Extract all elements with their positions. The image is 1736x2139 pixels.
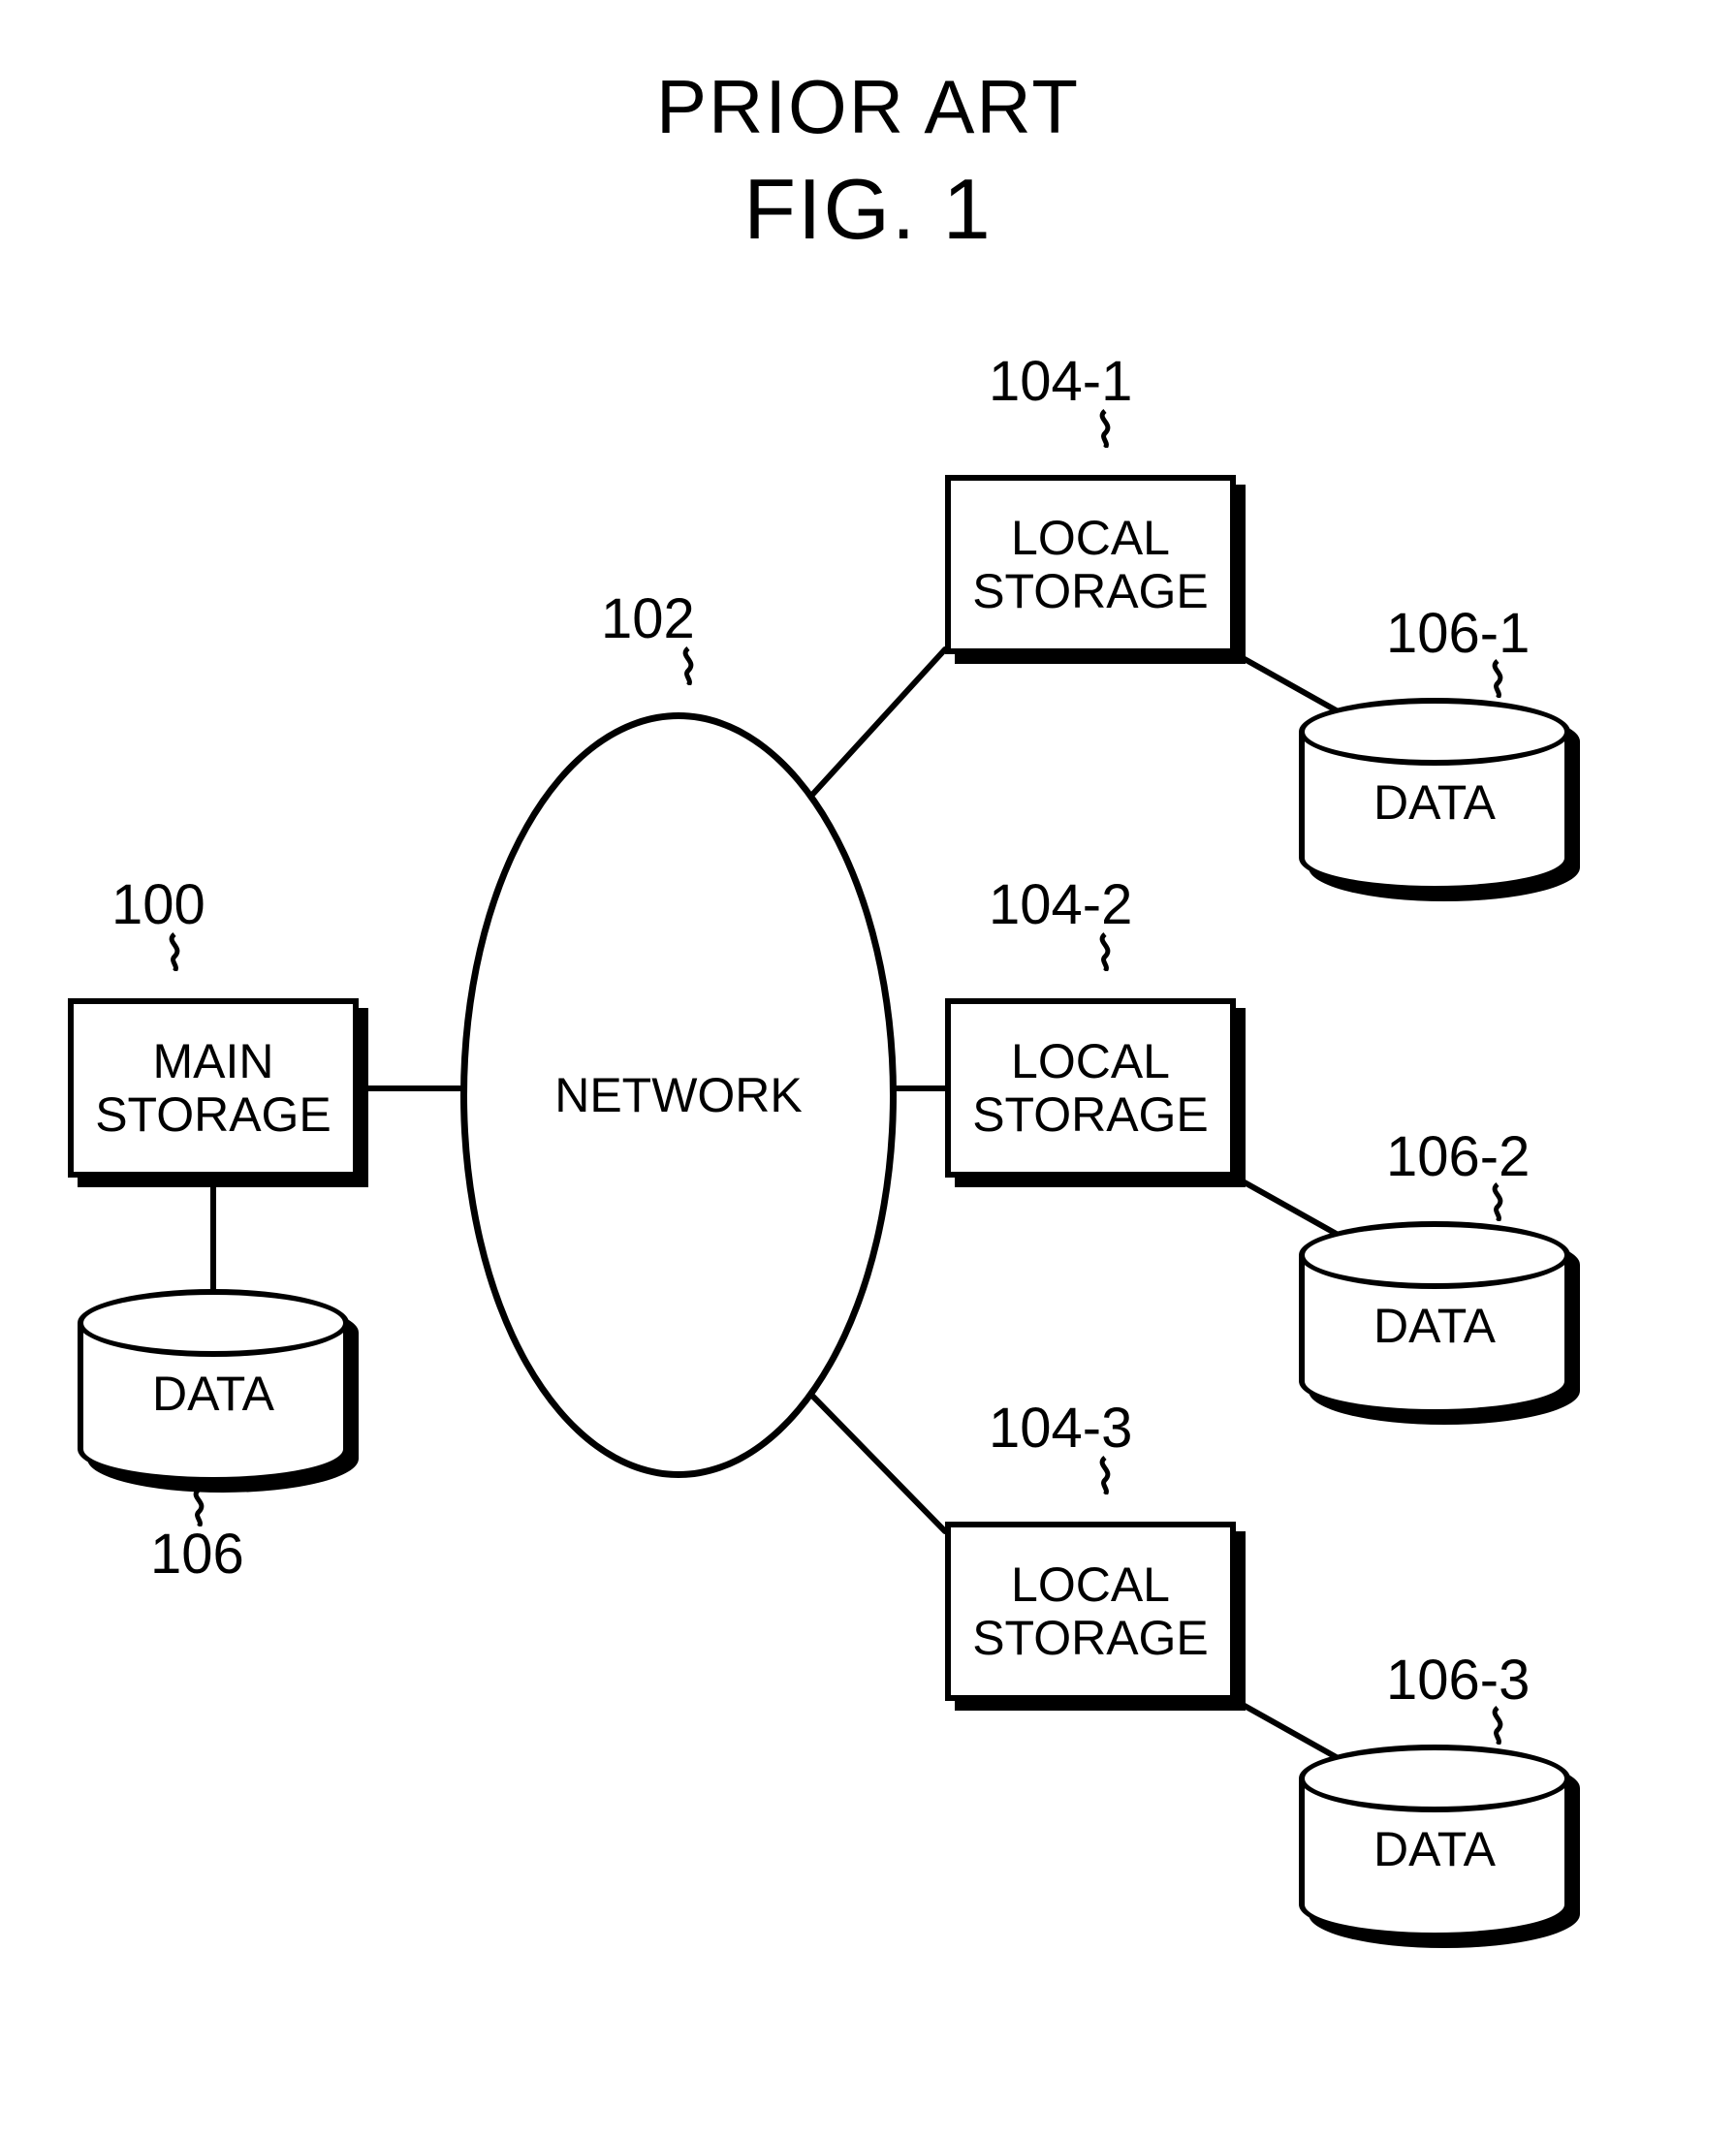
- squiggle-icon: [1086, 932, 1124, 971]
- ref-106-2: 106-2: [1386, 1124, 1530, 1189]
- local-storage-3-label: LOCAL STORAGE: [972, 1558, 1209, 1665]
- title-prior-art: PRIOR ART: [0, 63, 1736, 151]
- main-data-label: DATA: [152, 1366, 274, 1422]
- ref-104-3: 104-3: [989, 1396, 1132, 1461]
- squiggle-icon: [179, 1488, 218, 1526]
- title-fig-1: FIG. 1: [0, 160, 1736, 259]
- squiggle-icon: [155, 932, 194, 971]
- network-node: NETWORK: [460, 712, 897, 1478]
- main-data-cylinder: DATA: [78, 1289, 349, 1483]
- data-2-cylinder: DATA: [1299, 1221, 1570, 1415]
- main-storage-box: MAIN STORAGE: [68, 998, 359, 1178]
- squiggle-icon: [1478, 1706, 1517, 1745]
- ref-104-2: 104-2: [989, 872, 1132, 937]
- ref-106: 106: [150, 1522, 244, 1587]
- squiggle-icon: [1086, 409, 1124, 448]
- data-1-cylinder: DATA: [1299, 698, 1570, 892]
- squiggle-icon: [1478, 659, 1517, 698]
- data-3-label: DATA: [1373, 1821, 1496, 1877]
- data-1-label: DATA: [1373, 774, 1496, 831]
- diagram-canvas: PRIOR ART FIG. 1 NETWORK 102 MAIN STORAG…: [0, 0, 1736, 2139]
- edge-network-to-local1: [812, 649, 945, 795]
- ref-100: 100: [111, 872, 205, 937]
- local-storage-2-box: LOCAL STORAGE: [945, 998, 1236, 1178]
- ref-102: 102: [601, 586, 695, 651]
- ref-106-1: 106-1: [1386, 601, 1530, 666]
- local-storage-2-label: LOCAL STORAGE: [972, 1035, 1209, 1142]
- ref-104-1: 104-1: [989, 349, 1132, 414]
- local-storage-3-box: LOCAL STORAGE: [945, 1522, 1236, 1701]
- data-3-cylinder: DATA: [1299, 1745, 1570, 1938]
- main-storage-label: MAIN STORAGE: [95, 1035, 331, 1142]
- local-storage-1-box: LOCAL STORAGE: [945, 475, 1236, 654]
- data-2-label: DATA: [1373, 1298, 1496, 1354]
- ref-106-3: 106-3: [1386, 1648, 1530, 1713]
- squiggle-icon: [669, 646, 708, 685]
- edge-network-to-local3: [812, 1396, 945, 1531]
- network-label: NETWORK: [554, 1067, 803, 1123]
- squiggle-icon: [1086, 1456, 1124, 1494]
- squiggle-icon: [1478, 1182, 1517, 1221]
- local-storage-1-label: LOCAL STORAGE: [972, 512, 1209, 618]
